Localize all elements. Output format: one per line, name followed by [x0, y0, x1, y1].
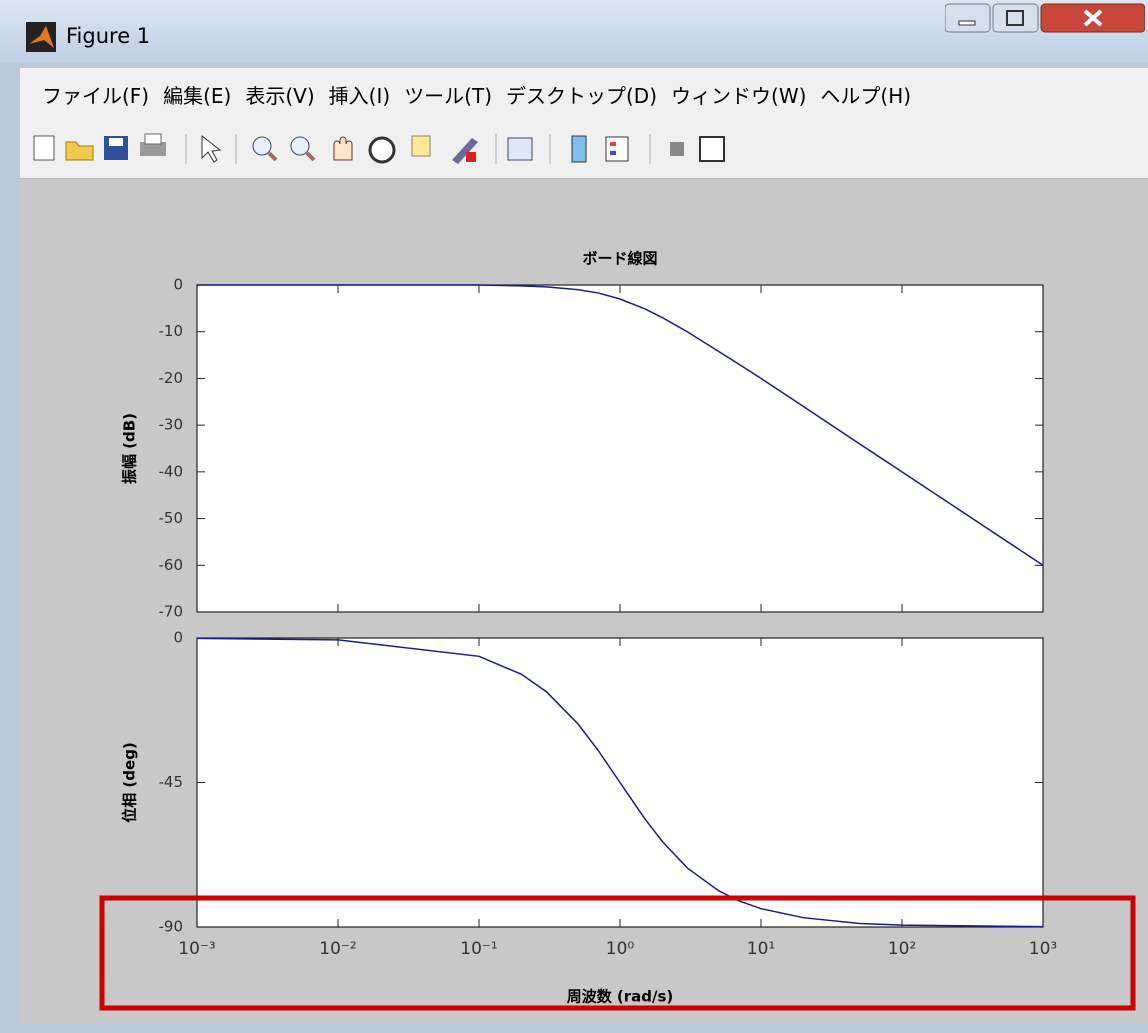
x-tick-label: 10⁻² [319, 939, 356, 959]
y-tick-label: -45 [159, 773, 184, 791]
y-tick-label: 0 [173, 276, 183, 294]
x-tick-label: 10³ [1029, 939, 1057, 959]
y-tick-label: -90 [159, 918, 184, 936]
figure-window: Figure 1 ファイル(F)編集(E)表示(V)挿入(I)ツール(T)デスク… [0, 0, 1148, 1033]
bode-plot: ボード線図振幅 (dB) 0 -10 -20 -30 -40 -50 -60 -70 位相 (de… [0, 0, 1148, 1033]
chart-title: ボード線図 [582, 250, 657, 268]
y-tick-label: -10 [159, 322, 184, 340]
y-axis-label: 振幅 (dB) [121, 413, 139, 484]
y-tick-label: -60 [159, 556, 184, 574]
x-tick-label: 10² [888, 939, 916, 959]
axes-background [197, 285, 1043, 612]
x-tick-label: 10⁰ [606, 939, 635, 959]
y-tick-label: -50 [159, 509, 184, 527]
y-tick-label: -30 [159, 416, 184, 434]
x-tick-label: 10⁻¹ [460, 939, 497, 959]
x-tick-label: 10⁻³ [178, 939, 215, 959]
y-tick-label: -20 [159, 369, 184, 387]
y-tick-label: -40 [159, 462, 184, 480]
y-tick-label: -70 [159, 603, 184, 621]
x-tick-label: 10¹ [747, 939, 775, 959]
y-axis-label: 位相 (deg) [121, 742, 139, 823]
x-axis-label: 周波数 (rad/s) [567, 988, 674, 1006]
y-tick-label: 0 [173, 629, 183, 647]
